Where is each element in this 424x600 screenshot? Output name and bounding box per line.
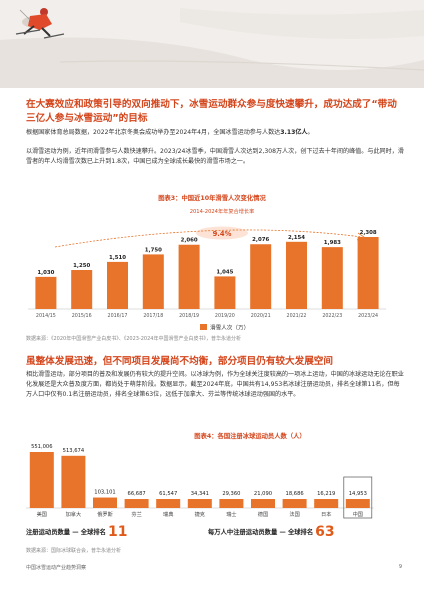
legend-swatch [200, 324, 207, 330]
bar-法国 [282, 499, 307, 508]
paragraph-ski-growth: 以滑雪运动为例，近年间滑雪参与人数快速攀升。2023/24冰雪季，中国滑雪人次达… [26, 148, 404, 165]
chart4-title: 图表4：各国注册冰球运动员人数（人） [194, 431, 305, 440]
bar-捷克 [187, 499, 212, 508]
paragraph-participation: 根据国家体育总局数据，2022年北京冬奥会成功举办至2024年4月，全国冰雪运动… [26, 129, 314, 136]
data-label: 16,219 [317, 491, 335, 497]
data-label: 1,030 [37, 270, 54, 276]
tick-label: 2016/17 [108, 313, 128, 319]
tick-label: 美国 [37, 510, 47, 518]
tick-label: 瑞士 [226, 510, 236, 518]
bar-俄罗斯 [93, 497, 117, 508]
page-number: 9 [398, 564, 402, 570]
bar-2021/22 [286, 241, 307, 309]
tick-label: 捷克 [195, 510, 205, 518]
bar-加拿大 [61, 455, 86, 508]
data-label: 34,341 [191, 491, 209, 497]
cagr-arrow [54, 229, 363, 248]
data-label: 1,250 [73, 263, 90, 269]
stat-per-capita-rank: 每万人中注册运动员数量 — 全球排名 63 [208, 524, 335, 540]
skier-illustration [0, 8, 424, 88]
section-heading-participation: 在大赛效应和政策引导的双向推动下，冰雪运动群众参与度快速攀升，成功达成了“带动三… [26, 99, 397, 124]
bar-瑞士 [219, 499, 244, 508]
highlight-box [343, 476, 373, 519]
tick-label: 2020/21 [251, 313, 271, 319]
bar-2023/24 [357, 237, 379, 309]
data-label: 2,060 [181, 238, 198, 244]
tick-label: 中国 [353, 510, 363, 518]
data-label: 29,360 [222, 491, 240, 497]
bar-2017/18 [142, 254, 164, 309]
bar-美国 [29, 452, 54, 508]
hero-banner [0, 0, 424, 88]
bar-2020/21 [250, 244, 272, 309]
data-label: 61,547 [159, 491, 177, 497]
cagr-annotation-title: 2014-2024年年复合增长率 [190, 207, 255, 215]
tick-label: 芬兰 [131, 510, 141, 518]
bar-瑞典 [156, 499, 181, 508]
bar-2018/19 [178, 244, 200, 309]
tick-label: 2018/19 [179, 313, 199, 319]
data-label: 66,687 [128, 491, 146, 497]
bar-2014/15 [35, 276, 57, 309]
tick-label: 2015/16 [72, 313, 92, 319]
legend-label: 滑雪人次（万） [210, 324, 249, 332]
data-label: 1,750 [145, 247, 162, 253]
hockey-players-bar-chart: 图表4：各国注册冰球运动员人数（人） 551,006 美国 513,674 加拿大 10… [26, 431, 374, 519]
tick-label: 俄罗斯 [97, 510, 113, 518]
data-label: 1,045 [216, 269, 233, 275]
skier-figure [15, 8, 65, 39]
bar-2019/20 [214, 276, 236, 309]
bar-日本 [314, 499, 339, 508]
tick-label: 德国 [258, 510, 268, 518]
bar-德国 [251, 499, 275, 508]
tick-label: 2022/23 [322, 313, 342, 319]
data-label: 21,090 [254, 491, 272, 497]
tick-label: 瑞典 [163, 510, 173, 518]
cagr-value: 9.4% [213, 230, 232, 238]
stat-registered-rank: 注册运动员数量 — 全球排名 11 [26, 524, 128, 540]
tick-label: 2019/20 [215, 313, 235, 319]
data-label: 14,953 [349, 491, 367, 497]
bar-芬兰 [124, 499, 149, 508]
data-label: 551,006 [31, 444, 52, 450]
data-label: 513,674 [63, 448, 85, 454]
data-label: 2,308 [360, 230, 377, 236]
source-note-2: 数据来源：国际冰球联合会，普华永道分析 [26, 548, 122, 554]
tick-label: 2023/24 [358, 313, 378, 319]
source-note-1: 数据来源：《2020年中国滑雪产业白皮书》、《2023-2024年中国滑雪产业白… [26, 336, 241, 342]
tick-label: 法国 [289, 510, 299, 518]
section-heading-imbalance: 虽整体发展迅速，但不同项目发展尚不均衡，部分项目仍有较大发展空间 [26, 356, 333, 367]
tick-label: 日本 [321, 510, 331, 518]
data-label: 18,686 [286, 491, 304, 497]
tick-label: 加拿大 [66, 510, 82, 518]
bar-2016/17 [107, 261, 128, 309]
data-label: 103,101 [94, 490, 115, 496]
bar-中国 [345, 499, 370, 508]
cagr-badge [196, 226, 248, 240]
tick-label: 2017/18 [143, 313, 163, 319]
tick-label: 2014/15 [36, 313, 56, 319]
data-label: 1,510 [109, 255, 126, 261]
chart3-title: 图表3：中国近10年滑雪人次变化情况 [158, 195, 266, 202]
data-label: 2,154 [288, 235, 305, 241]
tick-label: 2021/22 [287, 313, 307, 319]
bar-2015/16 [71, 270, 93, 309]
data-label: 1,983 [324, 240, 341, 246]
footer-title: 中国冰雪运动产业趋势洞察 [26, 565, 87, 571]
ski-visits-bar-chart: 2014-2024年年复合增长率 9.4% 1,030 2014/15 1,250 2… [28, 207, 386, 332]
data-label: 2,076 [252, 237, 269, 243]
bar-2022/23 [321, 247, 343, 309]
paragraph-ice-hockey: 相比滑雪运动，部分项目的普及和发展仍有较大的提升空间。以冰球为例，作为全球关注度… [26, 371, 404, 398]
